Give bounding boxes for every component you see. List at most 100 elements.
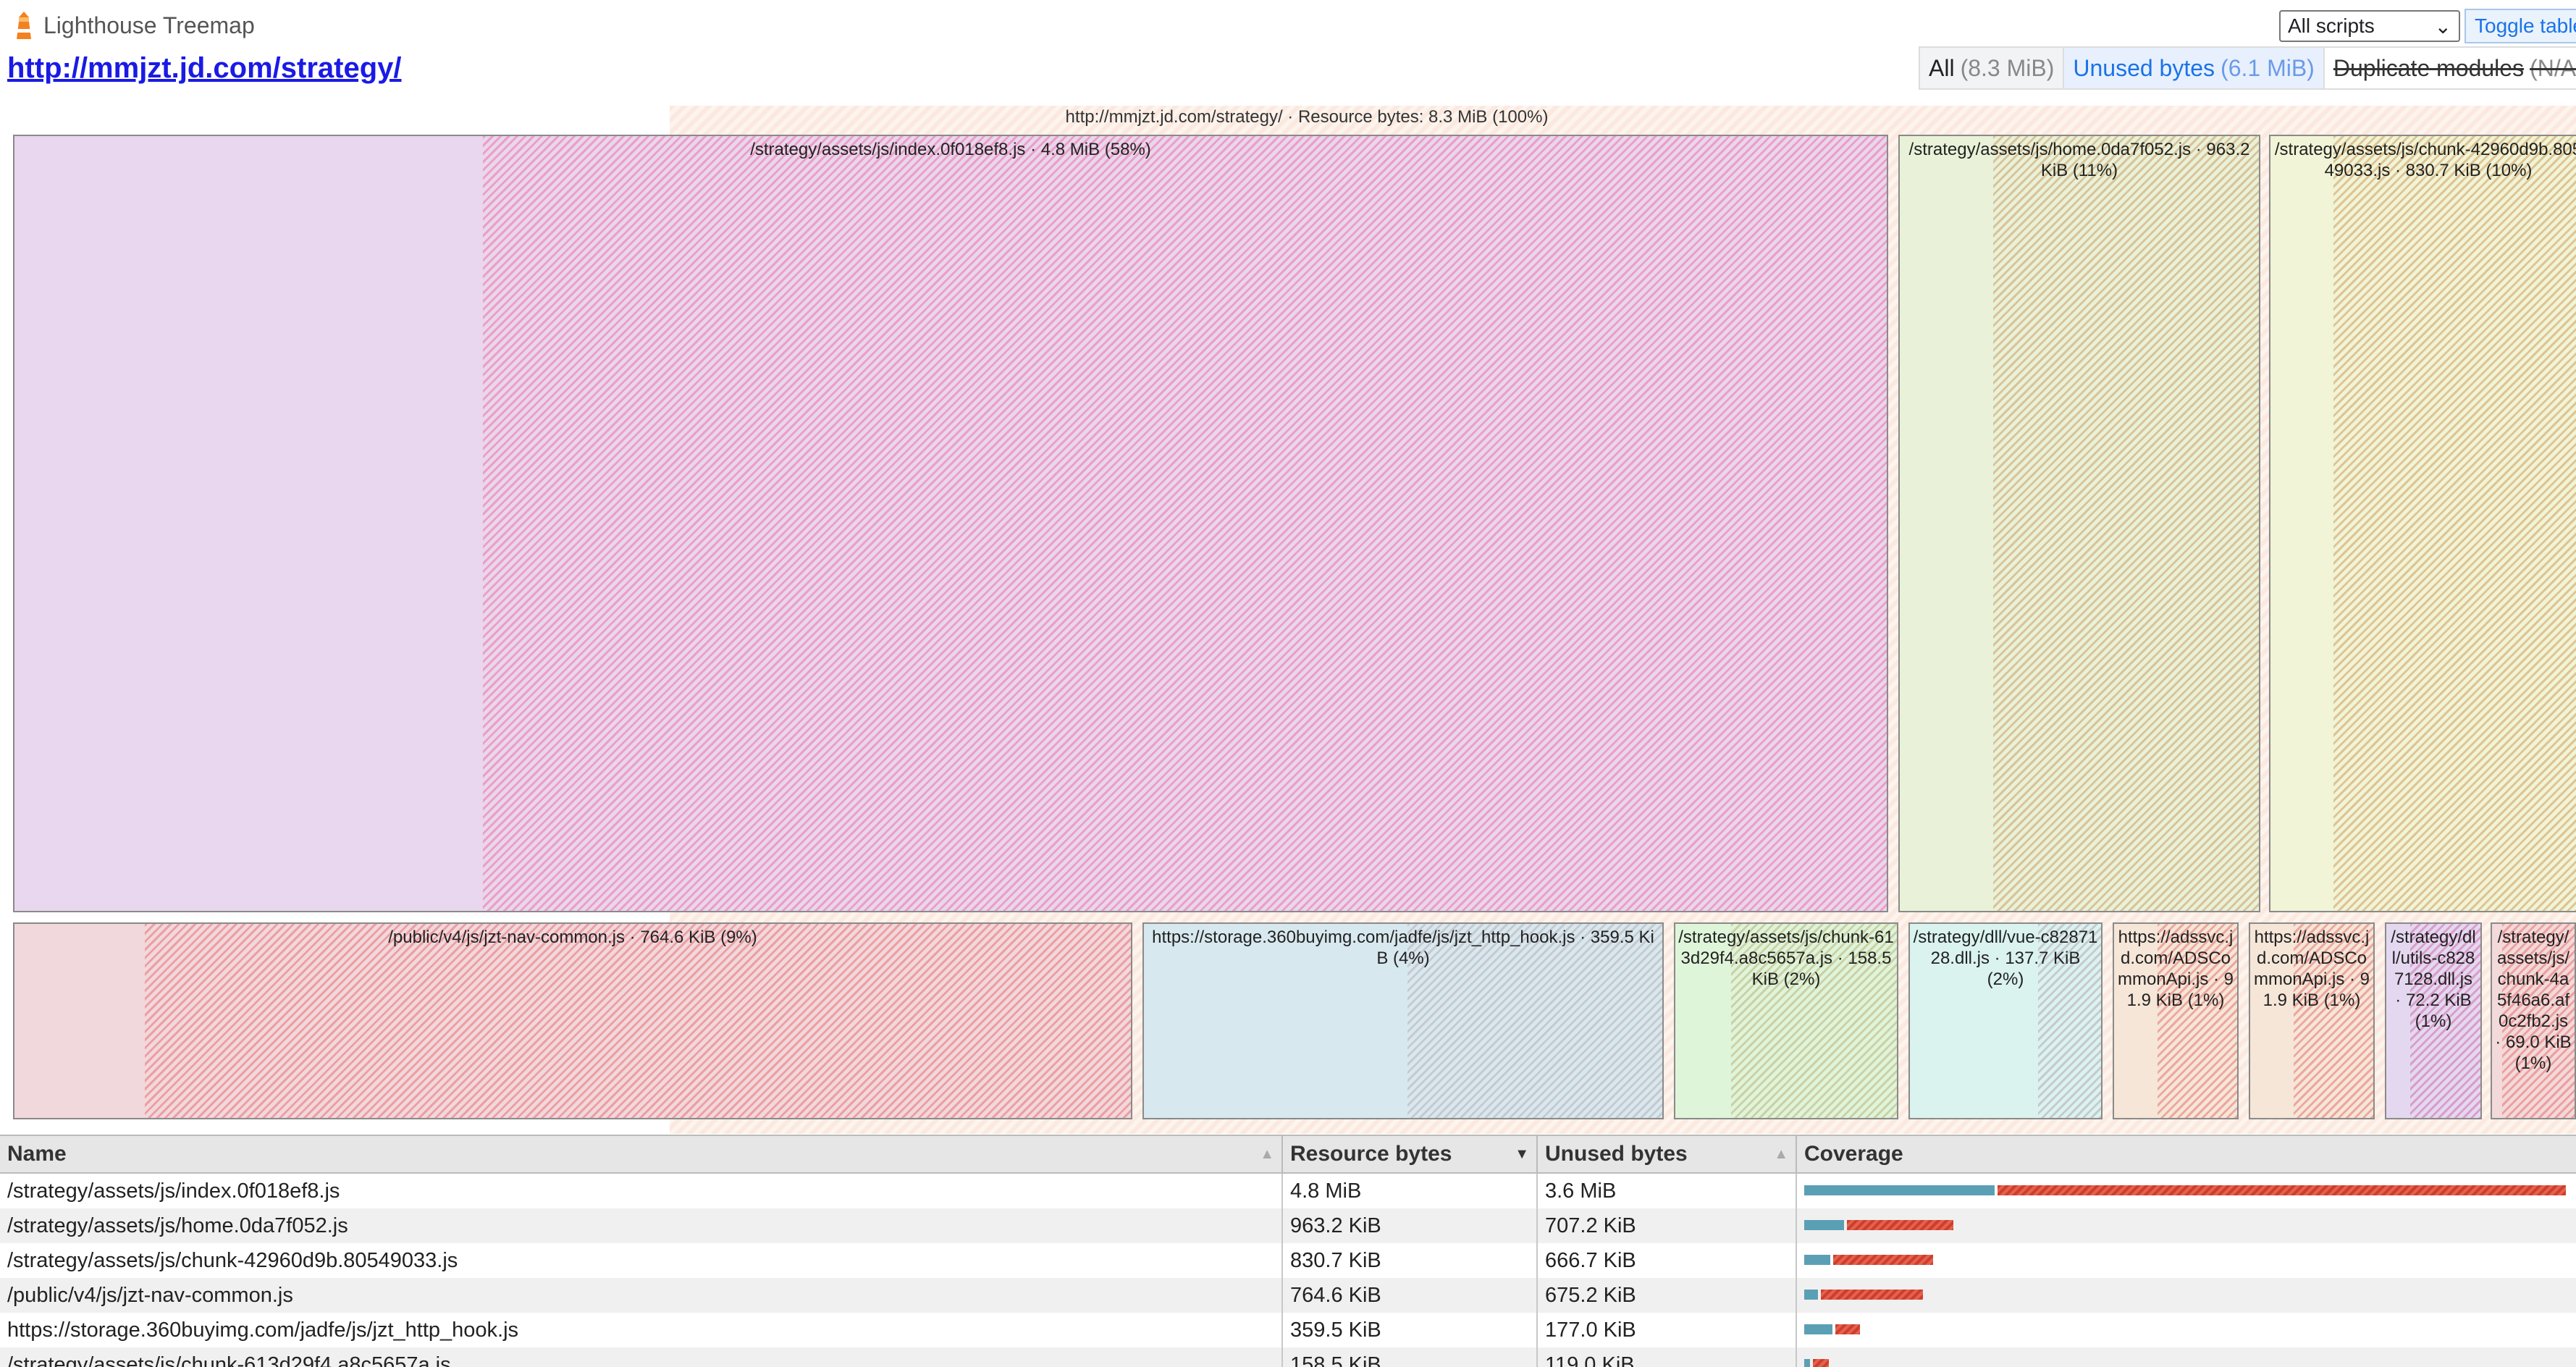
treemap-node[interactable]: /strategy/assets/js/chunk-613d29f4.a8c56… <box>1674 922 1898 1119</box>
node-label: https://storage.360buyimg.com/jadfe/js/j… <box>1152 928 1654 968</box>
script-filter-select[interactable]: All scripts ⌄ <box>2279 10 2460 42</box>
cell-resource-bytes: 158.5 KiB <box>1283 1347 1538 1367</box>
node-used-fill <box>14 136 483 911</box>
view-mode-tabs: All (8.3 MiB) Unused bytes (6.1 MiB) Dup… <box>1919 46 2576 90</box>
mode-unused-label: Unused bytes <box>2073 54 2215 81</box>
coverage-used <box>1804 1255 1830 1265</box>
table-row[interactable]: /strategy/assets/js/home.0da7f052.js 963… <box>0 1208 2576 1243</box>
node-used-fill <box>2492 924 2502 1118</box>
treemap-node[interactable]: /strategy/assets/js/chunk-42960d9b.80549… <box>2269 135 2576 912</box>
node-unused-hatch <box>1992 136 2259 911</box>
node-used-fill <box>1675 924 1731 1118</box>
table-body: /strategy/assets/js/index.0f018ef8.js 4.… <box>0 1174 2576 1367</box>
coverage-used <box>1804 1185 1995 1195</box>
node-unused-hatch <box>1407 924 1662 1118</box>
table-row[interactable]: /strategy/assets/js/chunk-42960d9b.80549… <box>0 1243 2576 1278</box>
cell-coverage <box>1797 1313 2576 1347</box>
coverage-bar <box>1804 1243 2569 1278</box>
column-header-coverage[interactable]: Coverage <box>1797 1136 2576 1172</box>
cell-coverage <box>1797 1278 2576 1313</box>
mode-all-label: All <box>1929 54 1955 81</box>
treemap-node[interactable]: /strategy/assets/js/index.0f018ef8.js · … <box>13 135 1888 912</box>
cell-coverage <box>1797 1208 2576 1243</box>
node-unused-hatch <box>2501 924 2575 1118</box>
column-header-resource-bytes[interactable]: Resource bytes ▼ <box>1283 1136 1538 1172</box>
treemap-root-label: http://mmjzt.jd.com/strategy/ · Resource… <box>1065 107 1549 127</box>
mode-all-detail: (8.3 MiB) <box>1960 54 2055 81</box>
coverage-used <box>1804 1324 1832 1334</box>
mode-unused-bytes[interactable]: Unused bytes (6.1 MiB) <box>2064 48 2325 88</box>
coverage-used <box>1804 1359 1811 1367</box>
treemap-node[interactable]: https://adssvc.jd.com/ADSCommonApi.js · … <box>2113 922 2239 1119</box>
column-header-coverage-label: Coverage <box>1804 1142 1903 1166</box>
lighthouse-icon <box>17 12 31 39</box>
coverage-unused <box>1832 1255 1933 1265</box>
treemap-node[interactable]: /strategy/dll/vue-c8287128.dll.js · 137.… <box>1908 922 2103 1119</box>
table-row[interactable]: /strategy/assets/js/index.0f018ef8.js 4.… <box>0 1174 2576 1208</box>
table-header: Name ▲ Resource bytes ▼ Unused bytes ▲ Cove… <box>0 1135 2576 1174</box>
treemap-node[interactable]: /public/v4/js/jzt-nav-common.js · 764.6 … <box>13 922 1132 1119</box>
cell-unused-bytes: 675.2 KiB <box>1538 1278 1797 1313</box>
sort-up-icon: ▲ <box>1260 1145 1274 1162</box>
table-row[interactable]: https://storage.360buyimg.com/jadfe/js/j… <box>0 1313 2576 1347</box>
cell-name: /strategy/assets/js/chunk-42960d9b.80549… <box>0 1243 1283 1278</box>
mode-all[interactable]: All (8.3 MiB) <box>1920 48 2065 88</box>
cell-name: https://storage.360buyimg.com/jadfe/js/j… <box>0 1313 1283 1347</box>
cell-resource-bytes: 963.2 KiB <box>1283 1208 1538 1243</box>
node-label: /strategy/dll/utils-c8287128.dll.js · 72… <box>2391 928 2476 1031</box>
cell-name: /strategy/assets/js/chunk-613d29f4.a8c56… <box>0 1347 1283 1367</box>
column-header-unused-bytes[interactable]: Unused bytes ▲ <box>1538 1136 1797 1172</box>
node-unused-hatch <box>482 136 1887 911</box>
node-unused-hatch <box>2333 136 2576 911</box>
treemap-node[interactable]: https://storage.360buyimg.com/jadfe/js/j… <box>1142 922 1664 1119</box>
treemap-node[interactable]: /strategy/assets/js/chunk-4a5f46a6.af0c2… <box>2491 922 2576 1119</box>
cell-name: /public/v4/js/jzt-nav-common.js <box>0 1278 1283 1313</box>
node-label: /strategy/assets/js/chunk-4a5f46a6.af0c2… <box>2495 928 2572 1073</box>
node-label: /public/v4/js/jzt-nav-common.js · 764.6 … <box>388 928 757 947</box>
node-label: https://adssvc.jd.com/ADSCommonApi.js · … <box>2253 928 2370 1010</box>
cell-name: /strategy/assets/js/home.0da7f052.js <box>0 1208 1283 1243</box>
page-url-link[interactable]: http://mmjzt.jd.com/strategy/ <box>7 52 402 84</box>
node-unused-hatch <box>2293 924 2373 1118</box>
app-brand: Lighthouse Treemap <box>13 10 255 41</box>
node-used-fill <box>2270 136 2334 911</box>
coverage-used <box>1804 1220 1844 1230</box>
app-title: Lighthouse Treemap <box>43 12 255 38</box>
node-label: https://adssvc.jd.com/ADSCommonApi.js · … <box>2117 928 2234 1010</box>
coverage-bar <box>1804 1347 2569 1367</box>
cell-unused-bytes: 119.0 KiB <box>1538 1347 1797 1367</box>
node-used-fill <box>2250 924 2294 1118</box>
table-row[interactable]: /public/v4/js/jzt-nav-common.js 764.6 Ki… <box>0 1278 2576 1313</box>
sort-up-icon: ▲ <box>1774 1145 1788 1162</box>
treemap-node[interactable]: /strategy/dll/utils-c8287128.dll.js · 72… <box>2385 922 2482 1119</box>
coverage-bar <box>1804 1313 2569 1347</box>
treemap-node[interactable]: /strategy/assets/js/home.0da7f052.js · 9… <box>1898 135 2260 912</box>
node-unused-hatch <box>2157 924 2237 1118</box>
chevron-down-icon: ⌄ <box>2434 14 2451 38</box>
mode-duplicate-modules[interactable]: Duplicate modules (N/A) <box>2325 48 2576 88</box>
cell-name: /strategy/assets/js/index.0f018ef8.js <box>0 1174 1283 1208</box>
cell-resource-bytes: 4.8 MiB <box>1283 1174 1538 1208</box>
node-unused-hatch <box>2037 924 2101 1118</box>
node-unused-hatch <box>145 924 1131 1118</box>
script-filter-value: All scripts <box>2288 14 2375 37</box>
coverage-unused <box>1998 1185 2566 1195</box>
column-header-name[interactable]: Name ▲ <box>0 1136 1283 1172</box>
cell-resource-bytes: 764.6 KiB <box>1283 1278 1538 1313</box>
node-label: /strategy/dll/vue-c8287128.dll.js · 137.… <box>1913 928 2098 989</box>
node-used-fill <box>2114 924 2158 1118</box>
treemap-node[interactable]: https://adssvc.jd.com/ADSCommonApi.js · … <box>2249 922 2375 1119</box>
mode-dup-detail: (N/A) <box>2530 54 2576 81</box>
node-label: /strategy/assets/js/chunk-613d29f4.a8c56… <box>1678 928 1894 989</box>
node-unused-hatch <box>2409 924 2480 1118</box>
node-used-fill <box>1900 136 1993 911</box>
node-used-fill <box>1910 924 2038 1118</box>
cell-coverage <box>1797 1243 2576 1278</box>
coverage-unused <box>1846 1220 1954 1230</box>
cell-resource-bytes: 359.5 KiB <box>1283 1313 1538 1347</box>
cell-unused-bytes: 666.7 KiB <box>1538 1243 1797 1278</box>
toggle-table-button[interactable]: Toggle table <box>2465 9 2576 43</box>
coverage-bar <box>1804 1174 2569 1208</box>
table-row[interactable]: /strategy/assets/js/chunk-613d29f4.a8c56… <box>0 1347 2576 1367</box>
coverage-unused <box>1813 1359 1829 1367</box>
